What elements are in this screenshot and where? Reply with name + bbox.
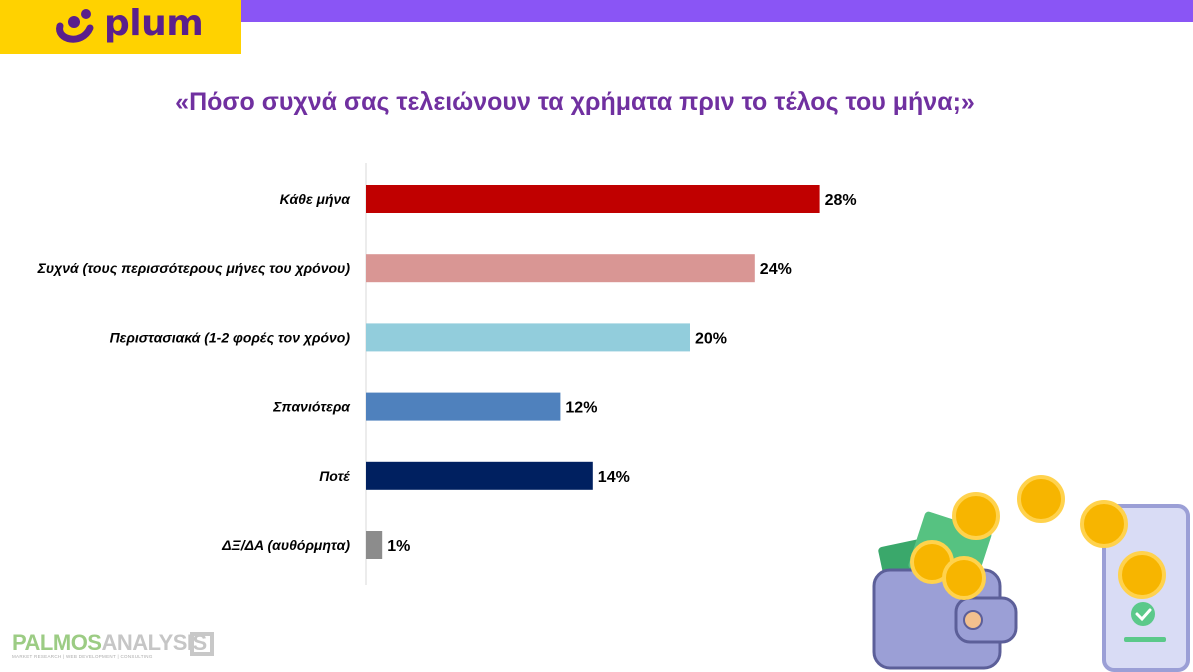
footer-brand-accent: ANALYSIS: [101, 630, 207, 655]
category-label-4: Σπανιότερα: [272, 399, 351, 415]
value-label-5: 14%: [598, 469, 630, 486]
value-label-3: 20%: [695, 330, 727, 347]
category-label-5: Ποτέ: [319, 468, 350, 484]
wallet-coins-phone-illustration: [872, 475, 1190, 672]
plum-logo-icon: [56, 9, 94, 43]
value-label-6: 1%: [387, 538, 410, 555]
palmos-analysis-logo: PALMOSANALYSIS MARKET RESEARCH | WEB DEV…: [12, 630, 214, 664]
bar-1: [366, 185, 820, 213]
bar-4: [366, 392, 561, 421]
brand-name: plum: [104, 3, 204, 44]
value-label-1: 28%: [825, 192, 857, 209]
footer-tagline: MARKET RESEARCH | WEB DEVELOPMENT | CONS…: [12, 654, 153, 659]
footer-brand: PALMOSANALYSIS: [12, 630, 207, 656]
bar-3: [366, 323, 690, 352]
value-label-4: 12%: [565, 400, 597, 417]
bar-6: [366, 531, 383, 559]
category-label-1: Κάθε μήνα: [280, 191, 352, 207]
category-label-3: Περιστασιακά (1-2 φορές τον χρόνο): [110, 329, 351, 345]
value-label-2: 24%: [760, 261, 792, 278]
top-accent-bar: [240, 0, 1193, 22]
bar-5: [366, 461, 593, 490]
footer-logo-box-icon: [190, 632, 214, 656]
category-label-6: ΔΞ/ΔΑ (αυθόρμητα): [221, 537, 350, 553]
category-label-2: Συχνά (τους περισσότερους μήνες του χρόν…: [37, 260, 351, 276]
chart-title: «Πόσο συχνά σας τελειώνουν τα χρήματα πρ…: [175, 88, 975, 116]
plum-logo: plum: [0, 0, 241, 54]
bar-2: [366, 254, 755, 283]
footer-brand-main: PALMOS: [12, 630, 102, 655]
